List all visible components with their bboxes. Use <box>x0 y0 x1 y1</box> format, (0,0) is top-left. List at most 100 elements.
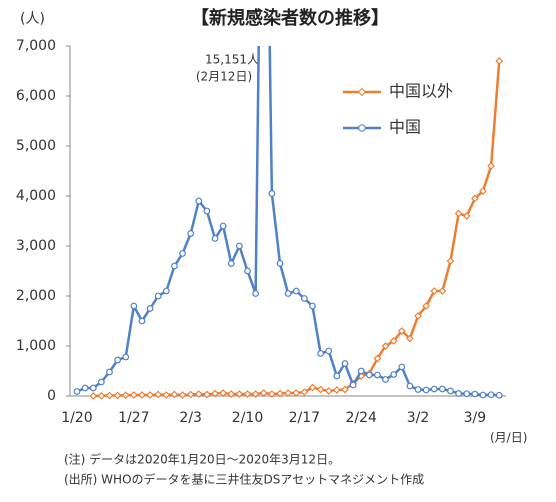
series-line <box>76 46 500 397</box>
marker <box>447 387 454 395</box>
marker <box>308 383 317 392</box>
marker <box>324 387 333 395</box>
marker <box>243 390 252 398</box>
marker <box>414 312 422 320</box>
marker <box>316 385 325 394</box>
marker <box>268 390 276 398</box>
marker <box>154 292 162 300</box>
x-tick-label: 2/17 <box>289 410 320 426</box>
series-line <box>93 60 501 398</box>
marker <box>138 317 146 325</box>
chart-title: 【新規感染者数の推移】 <box>191 7 389 29</box>
marker <box>97 391 106 400</box>
annotation: 15,151人 <box>205 53 259 67</box>
y-tick-label: 7,000 <box>16 38 56 54</box>
marker <box>268 190 276 197</box>
marker <box>381 342 390 350</box>
y-unit: (人) <box>20 11 45 27</box>
marker <box>187 230 195 237</box>
x-tick-label: 1/20 <box>61 410 92 426</box>
marker <box>186 390 195 399</box>
legend-label: 中国 <box>389 118 421 137</box>
marker <box>122 353 130 361</box>
marker <box>398 363 406 371</box>
marker <box>349 381 357 389</box>
marker <box>121 391 130 400</box>
marker <box>129 391 138 399</box>
marker <box>219 389 228 397</box>
marker <box>325 347 333 355</box>
marker <box>357 367 365 375</box>
marker <box>333 372 341 380</box>
note: (出所) WHOのデータを基に三井住友DSアセットマネジメント作成 <box>64 472 424 487</box>
y-tick-label: 2,000 <box>16 288 56 304</box>
y-tick-label: 1,000 <box>16 338 56 354</box>
marker <box>374 371 381 379</box>
marker <box>454 209 463 218</box>
legend-marker <box>358 124 366 132</box>
y-tick-label: 0 <box>47 388 56 404</box>
x-tick-label: 1/27 <box>118 410 149 426</box>
marker <box>284 290 292 297</box>
marker <box>309 302 316 310</box>
x-tick-label: 3/9 <box>464 410 487 426</box>
marker <box>97 378 105 386</box>
marker <box>276 389 284 398</box>
marker <box>171 262 178 270</box>
legend-label: 中国以外 <box>389 82 453 101</box>
marker <box>81 384 89 392</box>
marker <box>430 385 438 393</box>
marker <box>422 302 431 310</box>
plot-area <box>73 46 504 400</box>
marker <box>211 389 219 398</box>
marker <box>439 385 446 393</box>
marker <box>332 386 341 394</box>
marker <box>389 337 398 345</box>
marker <box>138 391 146 399</box>
marker <box>382 376 389 383</box>
x-tick-label: 3/2 <box>407 410 430 426</box>
marker <box>284 389 292 397</box>
marker <box>390 371 398 378</box>
marker <box>227 260 235 267</box>
annotation: (2月12日) <box>196 70 252 84</box>
marker <box>495 391 503 399</box>
marker <box>300 388 309 396</box>
marker <box>89 384 97 392</box>
marker <box>146 391 154 399</box>
marker <box>170 390 179 399</box>
marker <box>471 390 479 398</box>
marker <box>341 385 349 394</box>
marker <box>406 382 414 390</box>
marker <box>300 295 308 302</box>
marker <box>292 389 301 397</box>
note: (注) データは2020年1月20日～2020年3月12日。 <box>64 452 340 467</box>
x-tick-label: 2/24 <box>345 410 377 426</box>
marker <box>194 390 203 398</box>
marker <box>495 57 504 65</box>
marker <box>463 390 471 398</box>
marker <box>365 371 373 379</box>
marker <box>227 390 236 398</box>
marker <box>195 197 203 205</box>
marker <box>251 390 260 398</box>
marker <box>292 287 300 295</box>
y-tick-label: 5,000 <box>16 138 56 154</box>
marker <box>422 386 430 394</box>
marker <box>462 212 471 220</box>
legend-marker <box>357 87 367 97</box>
marker <box>235 390 244 398</box>
marker <box>397 327 406 335</box>
marker <box>73 388 81 395</box>
marker <box>106 368 113 376</box>
marker <box>146 305 154 312</box>
marker <box>235 242 243 250</box>
marker <box>211 235 219 242</box>
x-tick-label: 2/3 <box>179 410 202 426</box>
y-tick-label: 3,000 <box>16 238 56 254</box>
marker <box>162 287 170 295</box>
marker <box>105 391 114 400</box>
marker <box>219 222 227 230</box>
